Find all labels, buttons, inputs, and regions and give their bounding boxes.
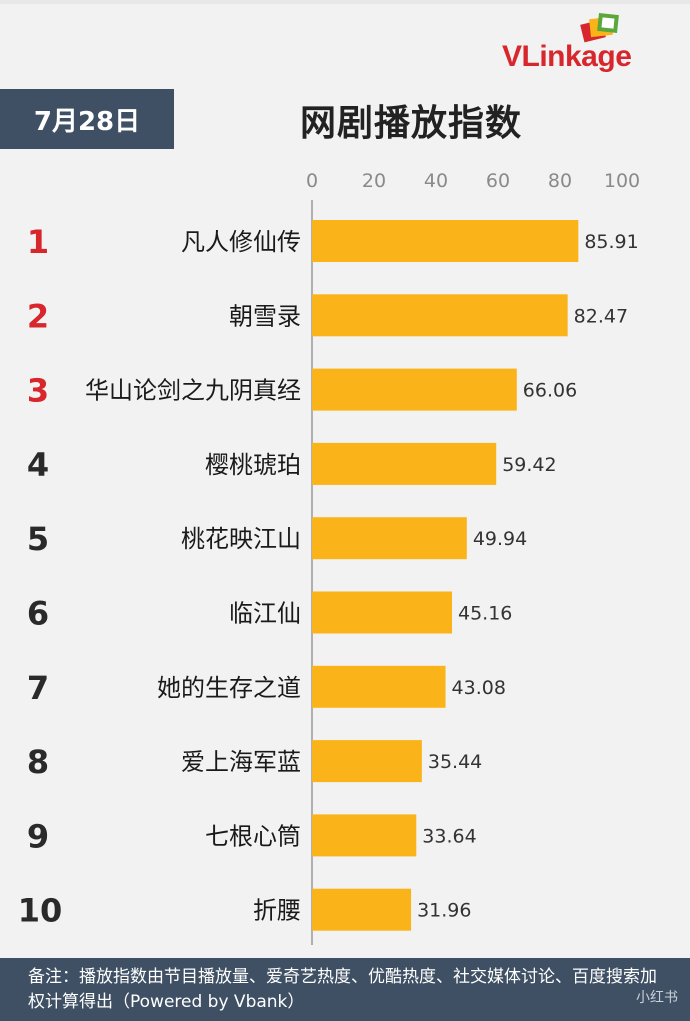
bar-value-label: 85.91 — [584, 231, 638, 253]
x-tick-label: 80 — [548, 170, 572, 192]
logo-text: VLinkage — [502, 40, 632, 73]
rank-number: 2 — [27, 297, 49, 335]
bar-chart: 0 20 40 60 80 100 85.91 凡人修仙传 1 82.47 朝雪录 2 66.06 华山论… — [18, 170, 640, 945]
category-label: 樱桃琥珀 — [205, 451, 301, 479]
category-label: 爱上海军蓝 — [181, 748, 301, 776]
bar — [312, 740, 422, 783]
bar — [312, 591, 452, 634]
category-label: 华山论剑之九阴真经 — [85, 377, 301, 405]
category-label: 朝雪录 — [229, 302, 301, 330]
rank-number: 4 — [27, 446, 49, 484]
bar — [312, 888, 412, 931]
top-divider — [0, 0, 690, 4]
rank-number: 9 — [27, 817, 49, 855]
bar-value-label: 82.47 — [574, 305, 628, 327]
x-tick-label: 40 — [424, 170, 448, 192]
category-label: 七根心筒 — [205, 822, 301, 850]
bar — [312, 665, 446, 708]
logo-mark-icon — [580, 13, 619, 43]
x-tick-label: 20 — [362, 170, 386, 192]
bar-value-label: 31.96 — [417, 900, 471, 922]
rank-number: 10 — [18, 892, 63, 930]
bar-value-label: 66.06 — [523, 380, 577, 402]
bar-value-label: 59.42 — [502, 454, 556, 476]
bar — [312, 442, 497, 485]
vlinkage-logo: VLinkage — [502, 12, 682, 74]
date-badge: 7月28日 — [0, 89, 174, 149]
x-tick-label: 0 — [306, 170, 318, 192]
category-label: 她的生存之道 — [157, 674, 301, 702]
bar — [312, 220, 579, 262]
chart-title: 网剧播放指数 — [300, 103, 523, 144]
bar-value-label: 49.94 — [473, 528, 527, 550]
bar-value-label: 43.08 — [452, 677, 506, 699]
bar — [312, 517, 467, 560]
category-label: 桃花映江山 — [181, 525, 301, 553]
footer-note: 备注：播放指数由节目播放量、爱奇艺热度、优酷热度、社交媒体讨论、百度搜索加权计算… — [0, 958, 690, 1021]
rank-number: 7 — [27, 669, 49, 707]
x-tick-label: 100 — [604, 170, 640, 192]
rank-number: 6 — [27, 595, 49, 633]
bar — [312, 814, 417, 857]
category-label: 折腰 — [253, 897, 301, 925]
rank-number: 1 — [27, 223, 49, 261]
bar-value-label: 45.16 — [458, 603, 512, 625]
bar-value-label: 33.64 — [422, 825, 476, 847]
rank-number: 5 — [27, 520, 49, 558]
rank-number: 8 — [27, 743, 49, 781]
bar — [312, 294, 568, 337]
bar-value-label: 35.44 — [428, 751, 482, 773]
category-label: 凡人修仙传 — [181, 228, 301, 256]
rank-number: 3 — [27, 372, 49, 410]
watermark-text: 小红书 — [636, 990, 678, 1006]
x-tick-label: 60 — [486, 170, 510, 192]
bar — [312, 368, 517, 411]
category-label: 临江仙 — [229, 600, 301, 628]
